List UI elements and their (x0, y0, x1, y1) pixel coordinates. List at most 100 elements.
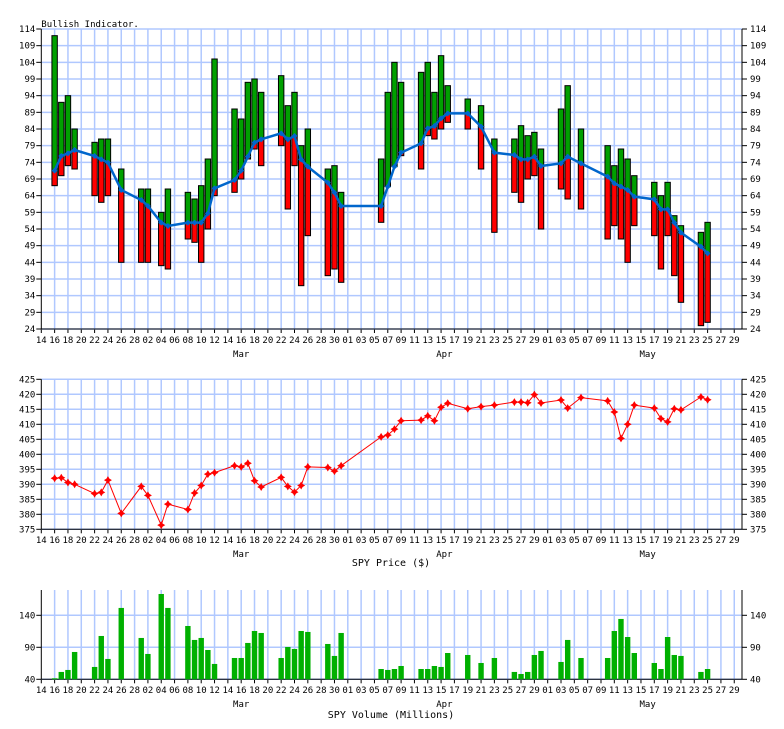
bar-above-line (431, 91, 438, 127)
y-tick-label-right: 400 (750, 450, 766, 460)
x-tick-label: 30 (329, 336, 340, 346)
price-point (490, 401, 499, 410)
volume-bar (138, 637, 144, 680)
x-tick-label: 25 (702, 686, 713, 696)
axis-title: SPY Volume (Millions) (328, 710, 454, 721)
indicator-point (657, 206, 664, 213)
x-tick-label: 21 (476, 336, 487, 346)
x-tick-label: 04 (156, 536, 167, 546)
x-tick-label: 25 (502, 536, 513, 546)
price-point (283, 482, 292, 491)
x-tick-label: 03 (356, 336, 367, 346)
bar-above-line (64, 95, 72, 154)
y-tick-label-left: 39 (24, 275, 35, 285)
volume-bar (105, 658, 111, 680)
x-tick-label: 01 (542, 536, 553, 546)
y-tick-label-left: 89 (24, 108, 35, 118)
bar-above-line (517, 125, 525, 160)
y-tick-label-left: 74 (24, 158, 35, 168)
indicator-point (617, 183, 624, 190)
x-tick-label: 03 (356, 686, 367, 696)
x-tick-label: 18 (249, 536, 260, 546)
price-point (696, 393, 705, 401)
indicator-point (524, 156, 531, 163)
price-point (623, 420, 632, 429)
month-label: Apr (436, 700, 453, 710)
indicator-point (138, 197, 145, 203)
y-tick-label-right: 44 (750, 258, 761, 268)
x-tick-label: 25 (502, 686, 513, 696)
price-point (557, 396, 566, 404)
volume-bar (165, 607, 171, 680)
y-tick-label-left: 410 (19, 420, 35, 430)
x-tick-label: 19 (462, 336, 473, 346)
y-tick-label-left: 99 (24, 75, 35, 85)
volume-bar (604, 657, 611, 680)
bar-above-line (291, 91, 298, 137)
x-tick-label: 20 (76, 336, 87, 346)
y-tick-label-right: 420 (750, 390, 766, 400)
indicator-point (71, 147, 78, 153)
bar-above-line (184, 191, 192, 224)
volume-bar (258, 632, 264, 680)
x-tick-label: 07 (382, 686, 393, 696)
price-point (90, 489, 99, 498)
volume-bar (445, 652, 451, 680)
bar-below-line (257, 138, 265, 167)
y-tick-label-right: 99 (750, 75, 761, 85)
price-point (190, 489, 199, 497)
bar-below-line (704, 252, 711, 323)
price-point (670, 404, 679, 413)
y-tick-label-left: 425 (19, 375, 35, 385)
x-tick-label: 07 (382, 336, 393, 346)
price-point (157, 521, 166, 530)
volume-bar (511, 671, 518, 680)
x-tick-label: 11 (409, 536, 420, 546)
x-tick-label: 05 (569, 536, 580, 546)
volume-bar (245, 642, 251, 680)
bar-below-line (617, 186, 625, 240)
x-tick-label: 01 (542, 686, 553, 696)
x-tick-label: 15 (636, 686, 647, 696)
price-point (603, 396, 612, 405)
indicator-point (144, 203, 151, 209)
x-tick-label: 26 (116, 536, 127, 546)
indicator-point (518, 156, 525, 163)
bar-below-line (657, 208, 665, 270)
indicator-point (677, 229, 684, 236)
price-point (290, 488, 299, 497)
bar-above-line (164, 188, 172, 227)
indicator-point (291, 133, 298, 139)
indicator-point (191, 219, 198, 226)
y-tick-label-left: 94 (24, 92, 35, 102)
x-tick-label: 24 (289, 536, 300, 546)
x-tick-label: 13 (422, 686, 433, 696)
x-tick-label: 16 (236, 336, 247, 346)
month-label: Apr (436, 350, 453, 360)
y-tick-label-right: 140 (750, 611, 766, 621)
x-tick-label: 27 (716, 536, 727, 546)
y-tick-label-left: 140 (19, 611, 35, 621)
indicator-point (624, 187, 631, 193)
bar-above-line (231, 108, 238, 181)
y-tick-label-left: 24 (24, 325, 35, 335)
y-tick-label-left: 405 (19, 435, 35, 445)
x-tick-label: 08 (182, 336, 193, 346)
x-tick-label: 20 (76, 686, 87, 696)
indicator-point (398, 149, 405, 156)
bar-below-line (304, 166, 312, 237)
volume-bar (578, 657, 584, 680)
y-tick-label-right: 24 (750, 325, 761, 335)
x-tick-label: 27 (516, 536, 527, 546)
bar-above-line (277, 75, 285, 134)
chart-title: Bullish Indicator. (41, 20, 139, 30)
indicator-point (244, 153, 251, 160)
volume-bar (51, 678, 58, 680)
x-tick-label: 11 (609, 336, 620, 346)
volume-bar (611, 630, 618, 680)
y-tick-label-right: 415 (750, 405, 766, 415)
x-tick-label: 18 (63, 536, 74, 546)
price-point (137, 482, 146, 491)
y-tick-label-right: 104 (750, 58, 766, 68)
